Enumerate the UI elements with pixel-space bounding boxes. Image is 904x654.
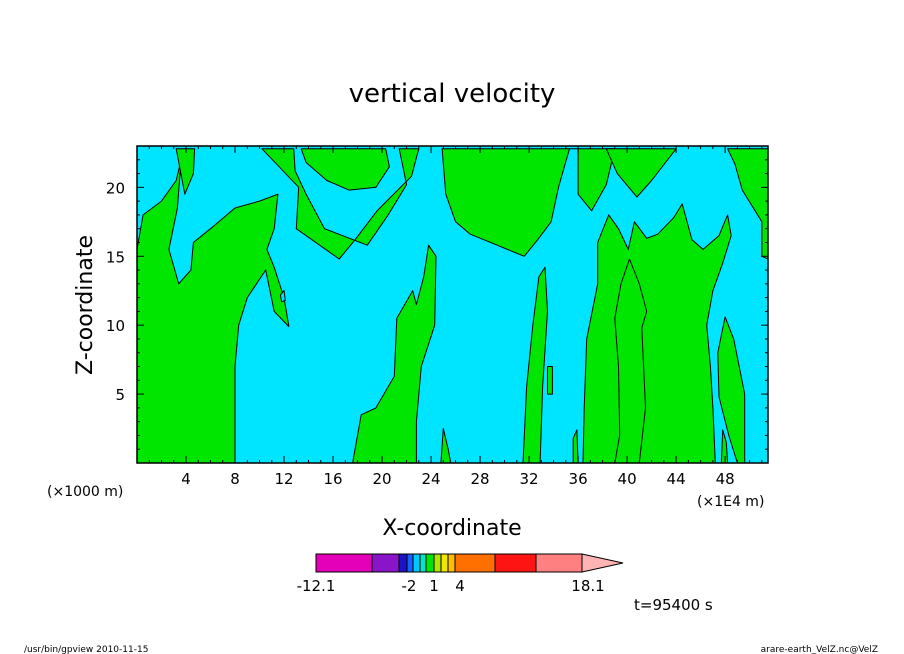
contour-region-5 bbox=[441, 148, 616, 257]
x-tick-label: 8 bbox=[230, 470, 240, 488]
colorbar-segment bbox=[419, 553, 427, 573]
colorbar-tick-label: -12.1 bbox=[297, 577, 336, 595]
contour-hole-0 bbox=[279, 289, 286, 303]
colorbar-segment bbox=[315, 553, 373, 573]
colorbar-segment bbox=[535, 553, 583, 573]
colorbar-segment bbox=[406, 553, 414, 573]
colorbar-segment bbox=[454, 553, 496, 573]
x-tick-label: 36 bbox=[569, 470, 588, 488]
contour-region-9 bbox=[572, 429, 579, 463]
time-label: t=95400 s bbox=[634, 596, 713, 614]
x-tick-label: 32 bbox=[520, 470, 539, 488]
x-tick-label: 40 bbox=[618, 470, 637, 488]
contour-region-11 bbox=[614, 258, 648, 463]
x-tick-label: 44 bbox=[667, 470, 686, 488]
plot-frame bbox=[136, 145, 769, 464]
colorbar-segment bbox=[447, 553, 456, 573]
y-tick-label: 20 bbox=[106, 179, 125, 197]
x-tick-label: 4 bbox=[181, 470, 191, 488]
contour-region-15 bbox=[727, 148, 768, 260]
x-tick-label: 16 bbox=[323, 470, 342, 488]
y-tick-label: 15 bbox=[106, 248, 125, 266]
x-tick-label: 28 bbox=[471, 470, 490, 488]
x-axis-unit-left: (×1000 m) bbox=[47, 484, 123, 500]
contour-region-3 bbox=[175, 148, 196, 195]
x-tick-label: 48 bbox=[716, 470, 735, 488]
contour-region-13 bbox=[720, 429, 729, 463]
colorbar: -12.1 -2 1 4 18.1 bbox=[297, 553, 624, 595]
contour-region-8 bbox=[547, 366, 553, 395]
colorbar-arrow bbox=[581, 553, 624, 573]
colorbar-tick-label: -2 bbox=[402, 577, 417, 595]
y-tick-label: 5 bbox=[115, 386, 125, 404]
contour-region-14 bbox=[440, 428, 452, 463]
contour-region-0 bbox=[137, 159, 290, 463]
colorbar-tick-label: 4 bbox=[455, 577, 465, 595]
colorbar-tick-label: 18.1 bbox=[571, 577, 604, 595]
colorbar-segment bbox=[433, 553, 442, 573]
colorbar-segment bbox=[371, 553, 400, 573]
x-tick-label: 12 bbox=[274, 470, 293, 488]
contour-region-4 bbox=[352, 244, 437, 463]
colorbar-tick-label: 1 bbox=[429, 577, 439, 595]
footer-right: arare-earth_VelZ.nc@VelZ bbox=[761, 645, 878, 654]
contour-region-7 bbox=[522, 266, 548, 463]
y-tick-label: 10 bbox=[106, 317, 125, 335]
colorbar-segment bbox=[494, 553, 537, 573]
colorbar-segment bbox=[412, 553, 421, 573]
contour-region-2 bbox=[300, 148, 390, 191]
colorbar-segment bbox=[425, 553, 435, 573]
x-axis-title: X-coordinate bbox=[382, 516, 521, 541]
colorbar-segment bbox=[398, 553, 408, 573]
y-axis-title: Z-coordinate bbox=[73, 235, 98, 375]
colorbar-segment bbox=[440, 553, 449, 573]
x-tick-label: 24 bbox=[422, 470, 441, 488]
footer-left: /usr/bin/gpview 2010-11-15 bbox=[24, 645, 148, 654]
contour-region-12 bbox=[717, 316, 746, 463]
contour-region-6 bbox=[605, 148, 677, 198]
x-axis-unit-right: (×1E4 m) bbox=[697, 494, 764, 510]
contour-region-1 bbox=[261, 148, 420, 260]
chart-title: vertical velocity bbox=[349, 79, 556, 109]
x-tick-label: 20 bbox=[373, 470, 392, 488]
